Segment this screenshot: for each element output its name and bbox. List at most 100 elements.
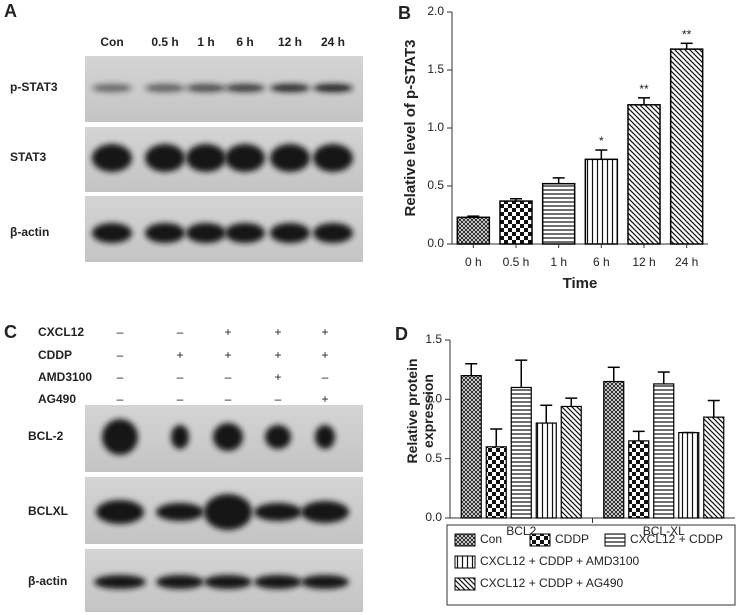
legend-label: CXCL12 + CDDP + AG490	[480, 576, 624, 590]
y-tick-label: 0.0	[425, 510, 442, 524]
condition-label: CDDP	[38, 348, 72, 362]
lane-label: 24 h	[321, 35, 345, 49]
condition-sign: +	[274, 325, 281, 339]
band	[171, 425, 189, 449]
row-label: β-actin	[28, 574, 67, 588]
x-tick-label: BCL2	[506, 524, 536, 538]
band	[270, 223, 310, 243]
band	[225, 84, 265, 92]
x-tick-label: BCL-XL	[643, 524, 685, 538]
band	[156, 575, 204, 589]
bar	[499, 200, 533, 245]
band	[156, 503, 204, 521]
x-tick-label: 0 h	[465, 255, 482, 269]
band	[225, 144, 265, 172]
y-axis-label: Relative level of p-STAT3	[402, 40, 419, 217]
condition-sign: +	[321, 392, 328, 406]
legend-swatch	[604, 533, 626, 547]
condition-label: AG490	[38, 392, 76, 406]
condition-sign: +	[274, 348, 281, 362]
band	[94, 575, 146, 589]
condition-sign: +	[321, 325, 328, 339]
band	[301, 575, 349, 589]
bar	[703, 416, 725, 519]
bar	[628, 440, 650, 519]
legend-swatch	[454, 555, 476, 569]
condition-sign: –	[117, 392, 124, 406]
legend-label: CXCL12 + CDDP + AMD3100	[480, 554, 640, 568]
error-bar	[657, 371, 670, 384]
band	[145, 144, 185, 172]
error-bar	[707, 399, 720, 418]
row-label: STAT3	[10, 150, 47, 164]
condition-sign: –	[322, 370, 329, 384]
error-bar	[515, 359, 528, 388]
band	[145, 84, 185, 92]
x-tick-label: 0.5 h	[503, 255, 530, 269]
band	[270, 84, 310, 92]
x-tick-label: 24 h	[675, 255, 698, 269]
legend-swatch	[454, 533, 476, 547]
error-bar	[632, 430, 645, 441]
band	[92, 84, 132, 92]
condition-sign: –	[117, 370, 124, 384]
condition-label: CXCL12	[38, 325, 84, 339]
lane-label: 12 h	[278, 35, 302, 49]
band	[270, 144, 310, 172]
condition-sign: –	[225, 370, 232, 384]
bar	[460, 375, 482, 519]
band	[204, 575, 252, 589]
significance: **	[682, 27, 692, 41]
condition-sign: +	[176, 348, 183, 362]
x-axis-label: Time	[563, 275, 598, 292]
legend-label: Con	[480, 532, 502, 546]
bar	[653, 383, 675, 519]
band	[96, 500, 144, 524]
band	[186, 144, 226, 172]
row-label: β-actin	[10, 225, 49, 239]
significance: **	[639, 82, 649, 96]
bar	[541, 182, 576, 245]
row-label: p-STAT3	[10, 80, 58, 94]
lane-label: 1 h	[197, 35, 214, 49]
band	[254, 503, 302, 521]
band	[301, 501, 349, 523]
x-tick-label: 12 h	[632, 255, 655, 269]
condition-sign: +	[274, 370, 281, 384]
band	[225, 223, 265, 243]
band	[102, 419, 138, 455]
error-bar	[540, 404, 553, 424]
bar	[456, 216, 491, 245]
band	[92, 144, 132, 172]
band	[186, 84, 226, 92]
condition-sign: –	[117, 325, 124, 339]
error-bar	[510, 198, 522, 202]
bar	[678, 431, 700, 519]
bar	[669, 48, 704, 245]
error-bar	[638, 97, 650, 105]
band	[254, 575, 302, 589]
condition-sign: –	[177, 370, 184, 384]
band	[313, 223, 353, 243]
y-tick-label: 1.5	[425, 332, 442, 346]
bar	[535, 422, 557, 519]
condition-sign: –	[177, 392, 184, 406]
panel-label: D	[395, 324, 408, 344]
legend-swatch	[529, 533, 551, 547]
x-tick-label: 1 h	[550, 255, 567, 269]
row-label: BCLXL	[28, 504, 68, 518]
y-tick-label: 0.5	[425, 451, 442, 465]
bar	[603, 380, 625, 519]
y-tick-label: 0.0	[427, 236, 444, 250]
band	[92, 223, 132, 243]
condition-sign: –	[225, 392, 232, 406]
panel-label: B	[398, 3, 411, 23]
bar	[560, 405, 582, 519]
condition-sign: –	[117, 348, 124, 362]
bar	[627, 104, 661, 245]
y-axis-label: Relative protein expression	[404, 358, 436, 464]
y-tick-label: 0.5	[427, 178, 444, 192]
lane-label: 0.5 h	[151, 35, 178, 49]
y-tick-label: 1.0	[427, 120, 444, 134]
